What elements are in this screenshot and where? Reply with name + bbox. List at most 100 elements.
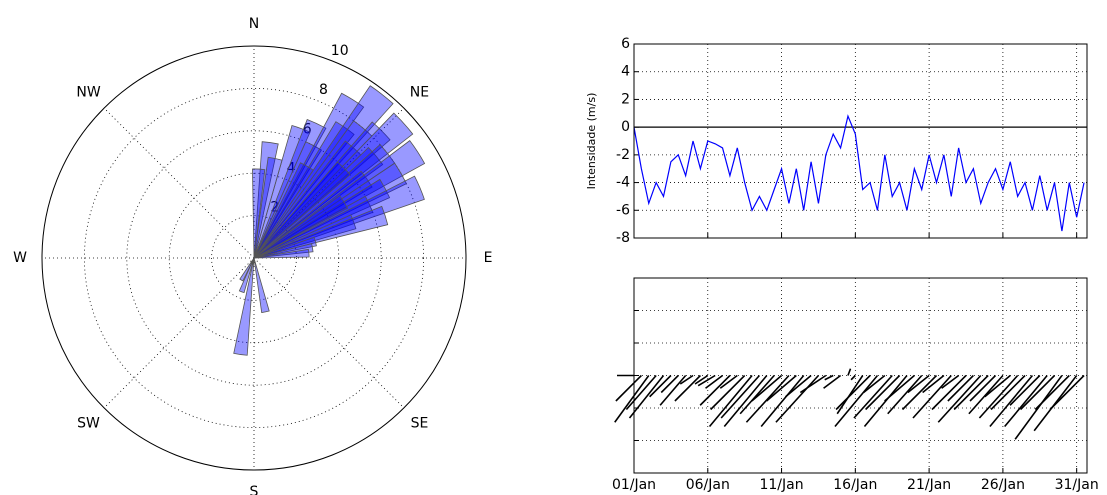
wind-stick	[660, 374, 679, 394]
wind-bar	[253, 243, 314, 259]
wind-stick	[708, 374, 753, 428]
wind-stick	[760, 374, 805, 428]
theta-tick-label: SW	[77, 415, 100, 431]
x-tick-label: 11/Jan	[759, 477, 803, 493]
r-tick-label: 4	[287, 161, 296, 177]
angular-grid	[253, 107, 405, 259]
wind-bar	[239, 257, 255, 282]
plot-frame	[633, 277, 1088, 474]
y-tick-label: 6	[621, 36, 630, 52]
y-tick-label: 0	[621, 119, 630, 135]
radial-grid	[41, 45, 467, 471]
wind-stick	[628, 375, 665, 419]
theta-tick-label: W	[13, 250, 27, 266]
angular-grid	[103, 107, 255, 259]
wind-stick	[1034, 374, 1070, 411]
wind-stick	[710, 374, 746, 411]
wind-stick	[775, 374, 820, 423]
wind-stick	[853, 374, 893, 419]
wind-stick	[978, 374, 1019, 419]
x-tick-label: 06/Jan	[686, 477, 730, 493]
x-tick-label: 16/Jan	[833, 477, 877, 493]
wind-bar	[253, 195, 349, 259]
wind-stick	[1004, 374, 1048, 428]
x-tick-label: 01/Jan	[612, 477, 656, 493]
wind-bar	[253, 125, 311, 259]
wind-stick	[865, 374, 901, 411]
wind-stick	[679, 374, 694, 385]
wind-bar	[252, 168, 266, 259]
wind-bar	[253, 85, 394, 259]
angular-grid	[253, 257, 405, 409]
y-tick-label: -6	[616, 202, 630, 218]
wind-stick	[850, 374, 856, 381]
wind-bar	[253, 175, 425, 259]
r-tick-label: 6	[303, 121, 312, 137]
wind-bar	[253, 161, 351, 259]
y-axis-label: Intensidade (m/s)	[585, 93, 598, 190]
wind-stick	[989, 374, 1034, 428]
wind-stick	[1049, 374, 1085, 411]
wind-stick	[984, 374, 1011, 398]
r-tick-label: 2	[270, 200, 279, 216]
wind-bar	[233, 257, 255, 356]
wind-stick	[953, 374, 989, 411]
x-tick-label: 26/Jan	[981, 477, 1025, 493]
wind-stick	[835, 374, 871, 411]
wind-stick	[615, 374, 642, 402]
wind-bar	[253, 141, 279, 259]
wind-stick	[766, 374, 797, 402]
wind-stick	[699, 374, 731, 406]
y-tick-label: 4	[621, 64, 630, 80]
line-series	[633, 114, 1085, 232]
plot-frame	[633, 43, 1088, 239]
wind-stick	[968, 374, 1004, 415]
wind-stick	[847, 368, 852, 376]
wind-stick	[751, 374, 783, 402]
wind-stick	[739, 374, 775, 415]
wind-bar	[253, 236, 317, 259]
theta-tick-label: NW	[76, 85, 100, 101]
x-tick-label: 21/Jan	[907, 477, 951, 493]
r-tick-label: 8	[319, 82, 328, 98]
wind-bar	[253, 205, 389, 259]
wind-stick	[719, 374, 738, 389]
wind-stick	[937, 374, 982, 423]
theta-tick-label: E	[484, 250, 493, 266]
x-tick-label: 31/Jan	[1055, 477, 1099, 493]
y-tick-label: -4	[616, 175, 630, 191]
wind-stick	[697, 374, 716, 387]
wind-stick	[674, 374, 701, 402]
theta-tick-label: NE	[410, 85, 429, 101]
radial-grid	[211, 215, 297, 301]
wind-stick	[625, 374, 657, 411]
wind-stick	[823, 374, 842, 389]
wind-stick	[912, 374, 952, 419]
wind-bar	[253, 140, 426, 259]
wind-bar	[253, 121, 391, 259]
wind-bar	[253, 178, 391, 259]
y-tick-label: 2	[621, 91, 630, 107]
wind-stick	[649, 374, 672, 398]
wind-stick	[723, 374, 768, 428]
wind-bar	[253, 257, 270, 314]
wind-stick	[720, 374, 761, 419]
theta-tick-label: S	[250, 484, 259, 495]
wind-stick	[694, 374, 709, 385]
wind-stick	[901, 374, 938, 411]
wind-stick	[824, 374, 834, 381]
theta-tick-label: SE	[411, 415, 429, 431]
wind-stick	[1009, 374, 1041, 406]
wind-stick	[785, 374, 812, 398]
radial-grid	[126, 130, 382, 386]
wind-stick	[941, 374, 960, 389]
y-tick-label: -2	[616, 147, 630, 163]
wind-stick	[799, 374, 827, 394]
wind-stick	[947, 374, 974, 402]
wind-stick	[887, 374, 923, 415]
wind-bar	[238, 257, 255, 294]
wind-bar	[253, 214, 357, 259]
wind-stick	[884, 374, 915, 402]
